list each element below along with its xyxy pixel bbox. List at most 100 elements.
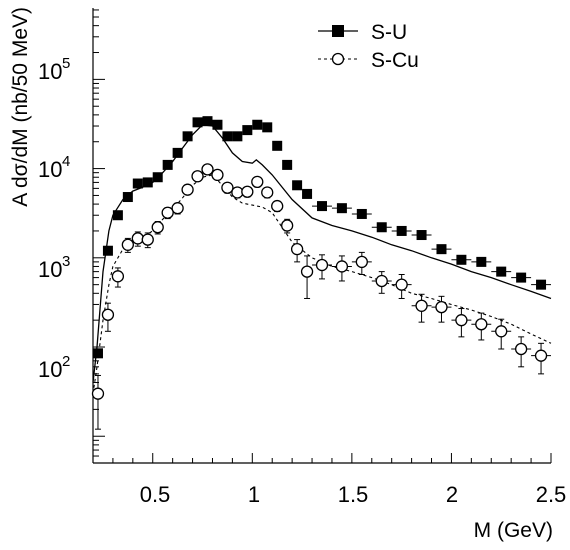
- data-point-s-cu: [191, 170, 204, 183]
- x-tick-label-1.5: 1.5: [338, 482, 369, 507]
- data-point-s-cu: [91, 387, 105, 400]
- data-point-s-cu: [455, 314, 468, 327]
- data-point-s-u: [516, 272, 527, 283]
- legend-marker-s-u: [332, 25, 344, 37]
- plot-frame: [91, 8, 552, 464]
- data-point-s-u: [292, 180, 303, 191]
- data-point-s-cu: [151, 221, 164, 234]
- y-tick-label-100000: 10 5: [38, 55, 70, 84]
- data-point-s-cu: [101, 308, 115, 321]
- data-point-s-u: [162, 159, 173, 170]
- legend-entry-s-u: S-U: [318, 21, 407, 44]
- y-tick-exp: 5: [62, 55, 70, 72]
- data-point-s-cu: [281, 219, 294, 232]
- y-tick-label-1000: 10 3: [38, 253, 70, 282]
- data-point-s-cu: [241, 185, 254, 198]
- data-point-s-cu: [201, 163, 214, 176]
- data-point-s-u: [202, 116, 213, 127]
- data-point-s-u: [132, 178, 143, 189]
- data-point-s-u: [222, 131, 233, 142]
- data-point-s-cu: [315, 258, 329, 272]
- x-tick-label-2.5: 2.5: [536, 482, 567, 507]
- x-axis-title: M (GeV): [474, 519, 553, 542]
- series-s-cu: [91, 163, 551, 430]
- data-point-s-u: [182, 131, 193, 142]
- y-tick-base: 10: [38, 257, 62, 282]
- series-s-u: [92, 116, 551, 359]
- data-point-s-u: [242, 125, 253, 136]
- data-point-s-u: [336, 203, 347, 214]
- data-point-s-cu: [375, 274, 388, 288]
- data-point-s-cu: [171, 202, 184, 215]
- data-point-s-u: [262, 122, 273, 133]
- data-point-s-u: [536, 279, 547, 290]
- data-point-s-u: [212, 119, 223, 130]
- legend-marker-s-cu: [331, 52, 345, 66]
- data-point-s-cu: [251, 175, 264, 189]
- data-point-s-cu: [211, 168, 224, 182]
- x-tick-label-0.5: 0.5: [140, 482, 171, 507]
- data-point-s-cu: [395, 278, 408, 291]
- data-point-s-cu: [435, 300, 448, 314]
- y-tick-base: 10: [38, 357, 62, 382]
- data-point-s-cu: [355, 255, 368, 269]
- x-tick-labels: 0.5 1 1.5 2 2.5: [140, 482, 567, 507]
- legend: S-U S-Cu: [318, 21, 419, 72]
- y-axis-title: A dσ/dM (nb/50 MeV): [9, 7, 32, 207]
- data-point-s-u: [282, 159, 293, 170]
- data-point-s-cu: [131, 232, 144, 245]
- data-point-s-cu: [141, 233, 154, 246]
- data-point-s-u: [272, 140, 283, 151]
- y-tick-exp: 2: [62, 353, 70, 370]
- data-point-s-u: [142, 177, 153, 188]
- data-point-s-cu: [534, 349, 548, 362]
- data-point-s-cu: [181, 183, 194, 196]
- data-point-s-cu: [221, 181, 234, 194]
- data-point-s-cu: [121, 238, 134, 251]
- data-point-s-u: [456, 254, 467, 265]
- data-point-s-u: [416, 230, 427, 241]
- legend-label-s-u: S-U: [371, 21, 407, 44]
- x-tick-label-2: 2: [446, 482, 458, 507]
- data-point-s-cu: [495, 325, 508, 338]
- y-tick-base: 10: [38, 157, 62, 182]
- y-tick-label-100: 10 2: [38, 353, 70, 382]
- data-point-s-u: [152, 172, 163, 183]
- data-point-s-cu: [261, 186, 274, 199]
- data-point-s-cu: [111, 270, 125, 283]
- y-tick-base: 10: [38, 59, 62, 84]
- data-point-s-u: [102, 245, 113, 256]
- data-point-s-u: [232, 131, 243, 142]
- x-tick-label-1: 1: [248, 482, 260, 507]
- data-point-s-u: [396, 225, 407, 236]
- data-point-s-u: [436, 244, 447, 255]
- data-point-s-u: [317, 201, 327, 212]
- data-point-s-u: [476, 256, 487, 267]
- data-point-s-u: [376, 222, 387, 233]
- data-point-s-cu: [335, 260, 349, 273]
- data-point-s-u: [252, 119, 263, 130]
- curve-solid: [92, 124, 552, 383]
- data-point-s-u: [112, 210, 123, 221]
- data-point-s-u: [172, 147, 183, 158]
- data-point-s-cu: [290, 243, 304, 256]
- data-point-s-u: [192, 117, 203, 128]
- data-point-s-cu: [415, 299, 428, 312]
- data-point-s-cu: [161, 206, 174, 219]
- y-tick-exp: 3: [62, 253, 70, 270]
- data-point-s-u: [122, 192, 133, 203]
- y-tick-labels: 10 2 10 3 10 4 10 5: [38, 55, 70, 382]
- data-point-s-u: [302, 188, 313, 199]
- y-tick-exp: 4: [62, 153, 70, 170]
- data-point-s-u: [92, 348, 103, 359]
- legend-label-s-cu: S-Cu: [371, 49, 419, 72]
- data-point-s-u: [356, 208, 367, 219]
- data-point-s-cu: [271, 199, 284, 213]
- data-point-s-cu: [475, 318, 488, 331]
- y-tick-label-10000: 10 4: [38, 153, 70, 182]
- data-point-s-cu: [514, 342, 528, 356]
- legend-entry-s-cu: S-Cu: [318, 49, 419, 72]
- data-point-s-cu: [300, 265, 314, 278]
- data-point-s-u: [496, 266, 507, 277]
